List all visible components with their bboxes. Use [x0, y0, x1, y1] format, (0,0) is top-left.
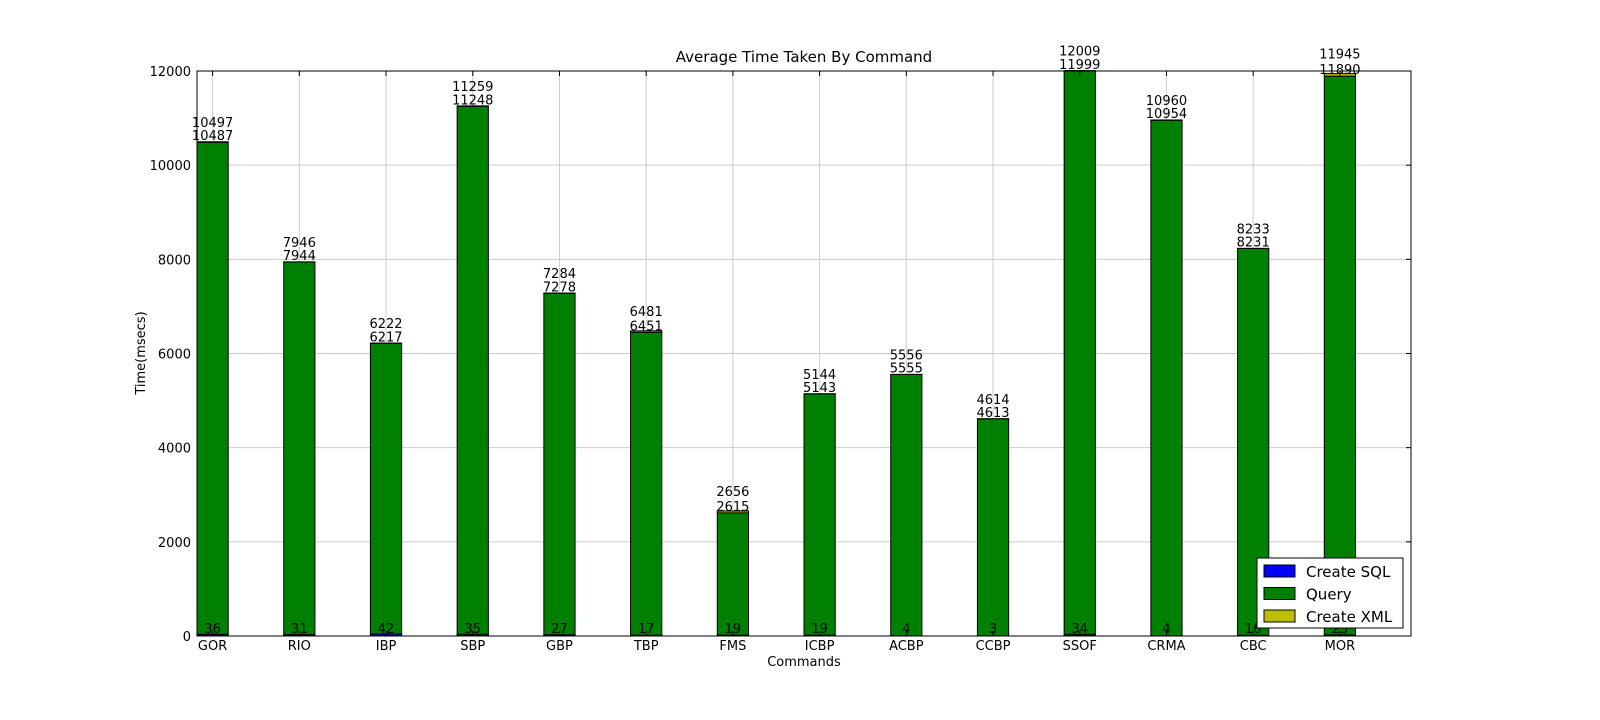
y-tick-label: 0 — [183, 630, 191, 645]
legend-swatch — [1263, 587, 1296, 600]
query-cumulative-label: 6217 — [369, 330, 402, 345]
bar-query — [1063, 70, 1096, 635]
x-axis-ticks: GOR RIO IBP SBP GBP TBP FMS ICBP ACBP CCBP SSOF CRM… — [198, 71, 1355, 654]
total-label: 12009 — [1059, 45, 1100, 60]
chart-title: Average Time Taken By Command — [676, 48, 932, 66]
create-sql-label: 34 — [1071, 622, 1088, 637]
total-label: 6481 — [630, 305, 663, 320]
y-tick-label: 6000 — [158, 348, 191, 363]
bar-query — [890, 373, 923, 637]
create-sql-label: 4 — [902, 622, 910, 637]
query-cumulative-label: 5143 — [803, 381, 836, 396]
bar-query — [543, 292, 576, 636]
x-tick-label: FMS — [719, 639, 746, 654]
create-sql-label: 36 — [204, 622, 221, 637]
total-label: 2656 — [716, 485, 749, 500]
query-cumulative-label: 7278 — [543, 280, 576, 295]
y-tick-label: 2000 — [158, 536, 191, 551]
query-cumulative-label: 5555 — [890, 361, 923, 376]
total-label: 6222 — [369, 317, 402, 332]
x-tick-label: CRMA — [1147, 639, 1185, 654]
legend-swatch — [1263, 564, 1296, 578]
total-label: 11259 — [452, 80, 493, 95]
query-cumulative-label: 2615 — [716, 500, 749, 515]
x-tick-label: ACBP — [889, 639, 924, 654]
legend-label: Query — [1306, 586, 1352, 604]
y-tick-label: 10000 — [150, 159, 191, 174]
create-sql-label: 17 — [638, 622, 655, 637]
legend-swatch — [1263, 609, 1296, 623]
x-tick-label: RIO — [288, 639, 311, 654]
bar-query — [1150, 119, 1183, 637]
create-sql-label: 31 — [291, 622, 308, 637]
x-tick-label: TBP — [633, 639, 659, 654]
total-label: 7946 — [283, 236, 316, 251]
query-cumulative-label: 10954 — [1146, 107, 1187, 122]
total-label: 8233 — [1237, 222, 1270, 237]
create-sql-label: 42 — [378, 622, 395, 637]
legend-label: Create XML — [1306, 608, 1393, 626]
x-tick-label: SSOF — [1063, 639, 1097, 654]
bar-query — [1323, 75, 1357, 636]
y-tick-label: 4000 — [158, 442, 191, 457]
x-axis-label: Commands — [767, 655, 841, 670]
create-sql-label: 19 — [811, 622, 828, 637]
bar-query — [630, 331, 663, 636]
legend: Create SQL Query Create XML — [1256, 557, 1404, 629]
y-tick-label: 8000 — [158, 253, 191, 268]
create-sql-label: 19 — [725, 622, 742, 637]
query-cumulative-label: 6451 — [630, 319, 663, 334]
x-tick-label: GOR — [198, 639, 227, 654]
y-axis-label: Time(msecs) — [134, 311, 149, 395]
bar-query — [283, 261, 316, 636]
total-label: 10497 — [192, 116, 233, 131]
legend-label: Create SQL — [1306, 563, 1391, 581]
create-sql-label: 27 — [551, 622, 568, 637]
bar-create-xml — [716, 510, 750, 514]
query-cumulative-label: 4613 — [976, 406, 1009, 421]
bar-query — [196, 141, 229, 635]
total-label: 4614 — [976, 393, 1009, 408]
x-tick-label: SBP — [460, 639, 485, 654]
create-sql-label: 3 — [989, 622, 997, 637]
total-label: 10960 — [1146, 94, 1187, 109]
x-tick-label: CCBP — [976, 639, 1011, 654]
bar-query — [369, 342, 403, 635]
y-axis-ticks: 0 2000 4000 6000 8000 10000 12000 — [150, 65, 1411, 645]
create-sql-label: 35 — [464, 622, 481, 637]
x-tick-label: MOR — [1325, 639, 1355, 654]
plot-frame — [196, 70, 1412, 637]
x-tick-label: IBP — [376, 639, 397, 654]
total-label: 5144 — [803, 368, 836, 383]
query-cumulative-label: 11999 — [1059, 58, 1100, 73]
query-cumulative-label: 10487 — [192, 129, 233, 144]
total-label: 11945 — [1319, 48, 1360, 63]
bar-query — [976, 418, 1010, 637]
query-cumulative-label: 7944 — [283, 249, 316, 264]
x-tick-label: GBP — [546, 639, 573, 654]
y-tick-label: 12000 — [150, 65, 191, 80]
bar-create-xml — [630, 330, 663, 333]
x-tick-label: CBC — [1240, 639, 1267, 654]
bar-create-xml — [456, 105, 489, 107]
total-label: 7284 — [543, 267, 576, 282]
bar-query — [716, 512, 750, 636]
create-sql-label: 4 — [1162, 622, 1170, 637]
total-label: 5556 — [890, 348, 923, 363]
query-cumulative-label: 8231 — [1237, 235, 1270, 250]
bar-query — [456, 105, 489, 635]
bar-query — [803, 393, 836, 636]
query-cumulative-label: 11248 — [452, 93, 493, 108]
x-tick-label: ICBP — [805, 639, 835, 654]
